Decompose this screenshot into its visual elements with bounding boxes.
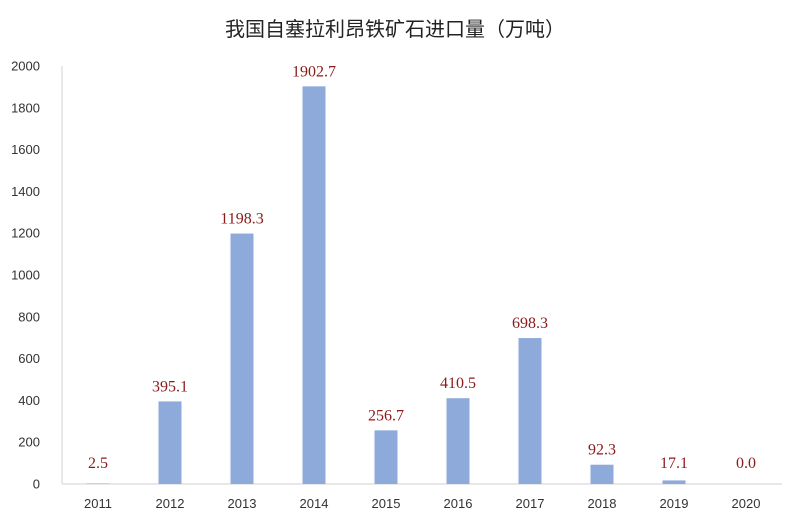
bar-2014 xyxy=(302,86,326,485)
data-label-2014: 1902.7 xyxy=(292,63,336,80)
data-label-2019: 17.1 xyxy=(660,455,688,472)
data-label-2017: 698.3 xyxy=(512,315,548,332)
x-tick-label: 2011 xyxy=(84,496,112,511)
bar-2018 xyxy=(590,464,614,484)
chart-title: 我国自塞拉利昂铁矿石进口量（万吨） xyxy=(225,17,565,41)
y-tick-label: 200 xyxy=(18,435,40,450)
y-tick-label: 1400 xyxy=(11,184,40,199)
x-tick-label: 2014 xyxy=(300,496,329,511)
y-tick-label: 800 xyxy=(18,309,40,324)
bar-2013 xyxy=(230,233,254,484)
y-tick-label: 2000 xyxy=(11,59,40,74)
x-tick-label: 2019 xyxy=(660,496,689,511)
y-tick-label: 1000 xyxy=(11,268,40,283)
x-tick-label: 2018 xyxy=(588,496,617,511)
y-tick-label: 0 xyxy=(33,477,40,492)
y-tick-label: 1200 xyxy=(11,226,40,241)
x-tick-label: 2012 xyxy=(156,496,185,511)
x-axis-ticks: 2011 2012 2013 2014 2015 2016 2017 2018 2019 2020 xyxy=(84,496,760,511)
y-tick-label: 1600 xyxy=(11,142,40,157)
bar-2011 xyxy=(86,483,110,484)
y-tick-label: 400 xyxy=(18,393,40,408)
data-label-2018: 92.3 xyxy=(588,442,616,459)
data-label-2011: 2.5 xyxy=(88,455,108,472)
data-label-2015: 256.7 xyxy=(368,407,404,424)
data-label-2013: 1198.3 xyxy=(220,211,263,228)
data-label-2012: 395.1 xyxy=(152,378,188,395)
bar-2015 xyxy=(374,430,398,484)
data-label-2016: 410.5 xyxy=(440,375,476,392)
x-tick-label: 2013 xyxy=(228,496,257,511)
y-axis-ticks: 0 200 400 600 800 1000 1200 1400 1600 1800 2000 xyxy=(11,59,40,492)
data-labels-group: 2.5 395.1 1198.3 1902.7 256.7 410.5 698.3 92.3 1… xyxy=(88,63,756,472)
x-tick-label: 2017 xyxy=(516,496,545,511)
y-tick-label: 600 xyxy=(18,351,40,366)
bar-2019 xyxy=(662,480,686,484)
bar-2016 xyxy=(446,398,470,484)
x-tick-label: 2015 xyxy=(372,496,401,511)
x-tick-label: 2016 xyxy=(444,496,473,511)
bars-group xyxy=(86,86,686,485)
bar-2012 xyxy=(158,401,182,484)
y-tick-label: 1800 xyxy=(11,100,40,115)
bar-2017 xyxy=(518,338,542,484)
x-tick-label: 2020 xyxy=(732,496,761,511)
data-label-2020: 0.0 xyxy=(736,455,756,472)
